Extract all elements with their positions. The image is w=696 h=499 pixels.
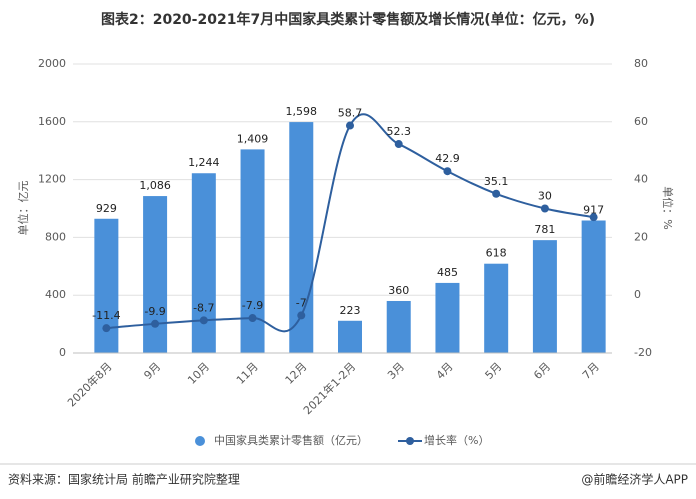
y-axis-label: 单位：亿元 xyxy=(16,181,30,236)
line-value-label: -9.9 xyxy=(144,305,165,318)
bar xyxy=(484,263,509,353)
line-value-label: -11.4 xyxy=(92,309,120,322)
line-point xyxy=(151,319,160,328)
y-tick-label: 0 xyxy=(59,346,66,359)
x-tick-label: 2021年1-2月 xyxy=(300,359,358,417)
line-point xyxy=(540,204,549,213)
y-tick-label: 1200 xyxy=(38,173,66,186)
chart-title: 图表2：2020-2021年7月中国家具类累计零售额及增长情况(单位：亿元，%) xyxy=(101,11,595,28)
y2-tick-label: -20 xyxy=(634,346,652,359)
line-value-label: -7 xyxy=(296,296,307,309)
source: 资料来源：国家统计局 前瞻产业研究院整理 xyxy=(8,472,240,487)
y-tick-label: 400 xyxy=(45,288,66,301)
bar xyxy=(581,220,606,353)
y2-axis-label: 单位：% xyxy=(661,186,675,229)
bar xyxy=(532,240,557,353)
x-tick-label: 11月 xyxy=(234,360,261,387)
line xyxy=(106,113,594,333)
x-tick-label: 5月 xyxy=(483,360,505,382)
x-tick-label: 12月 xyxy=(283,360,310,387)
x-tick-label: 6月 xyxy=(531,360,553,382)
bar xyxy=(143,196,168,353)
credit: @前瞻经济学人APP xyxy=(581,472,688,487)
bar xyxy=(435,282,460,353)
x-tick-label: 4月 xyxy=(434,360,456,382)
line-value-label: -8.7 xyxy=(193,301,214,314)
bar-value-label: 485 xyxy=(437,266,458,279)
line-point xyxy=(248,314,257,323)
x-tick-label: 7月 xyxy=(580,360,602,382)
bar-value-label: 929 xyxy=(96,202,117,215)
line-point xyxy=(297,311,306,320)
line-point xyxy=(589,213,598,222)
legend-swatch xyxy=(406,437,414,445)
line-point xyxy=(199,316,208,325)
y-tick-label: 1600 xyxy=(38,115,66,128)
y2-tick-label: 40 xyxy=(634,173,648,186)
x-tick-label: 9月 xyxy=(141,360,163,382)
bar-value-label: 917 xyxy=(583,203,604,216)
bar-value-label: 1,409 xyxy=(237,132,269,145)
bar-value-label: 360 xyxy=(388,284,409,297)
y2-tick-label: 0 xyxy=(634,288,641,301)
legend-swatch xyxy=(195,436,205,446)
x-tick-label: 10月 xyxy=(185,360,212,387)
y2-tick-label: 60 xyxy=(634,115,648,128)
bar xyxy=(386,300,411,353)
x-tick-label: 3月 xyxy=(385,360,407,382)
line-point xyxy=(102,324,111,333)
bar xyxy=(338,320,362,353)
legend-label: 中国家具类累计零售额（亿元） xyxy=(214,433,368,447)
bar-value-label: 1,244 xyxy=(188,156,220,169)
line-point xyxy=(346,121,354,130)
line-value-label: 52.3 xyxy=(386,125,411,138)
line-value-label: 30 xyxy=(538,190,552,203)
line-value-label: 35.1 xyxy=(484,175,509,188)
line-value-label: -7.9 xyxy=(242,299,263,312)
y-tick-label: 800 xyxy=(45,230,66,243)
legend-label: 增长率（%） xyxy=(424,433,489,447)
line-value-label: 58.7 xyxy=(338,107,363,120)
x-tick-label: 2020年8月 xyxy=(64,359,114,409)
bar-value-label: 781 xyxy=(534,223,555,236)
bar-value-label: 1,086 xyxy=(139,179,171,192)
line-point xyxy=(443,167,452,176)
bar-value-label: 1,598 xyxy=(286,105,318,118)
y-tick-label: 2000 xyxy=(38,57,66,70)
line-value-label: 42.9 xyxy=(435,152,460,165)
y2-tick-label: 80 xyxy=(634,57,648,70)
line-point xyxy=(394,140,403,149)
y2-tick-label: 20 xyxy=(634,230,648,243)
bar xyxy=(94,218,119,353)
bar xyxy=(191,173,216,353)
bar xyxy=(240,149,265,353)
line-point xyxy=(492,189,501,198)
bar-value-label: 618 xyxy=(486,247,507,260)
bar-value-label: 223 xyxy=(340,304,361,317)
